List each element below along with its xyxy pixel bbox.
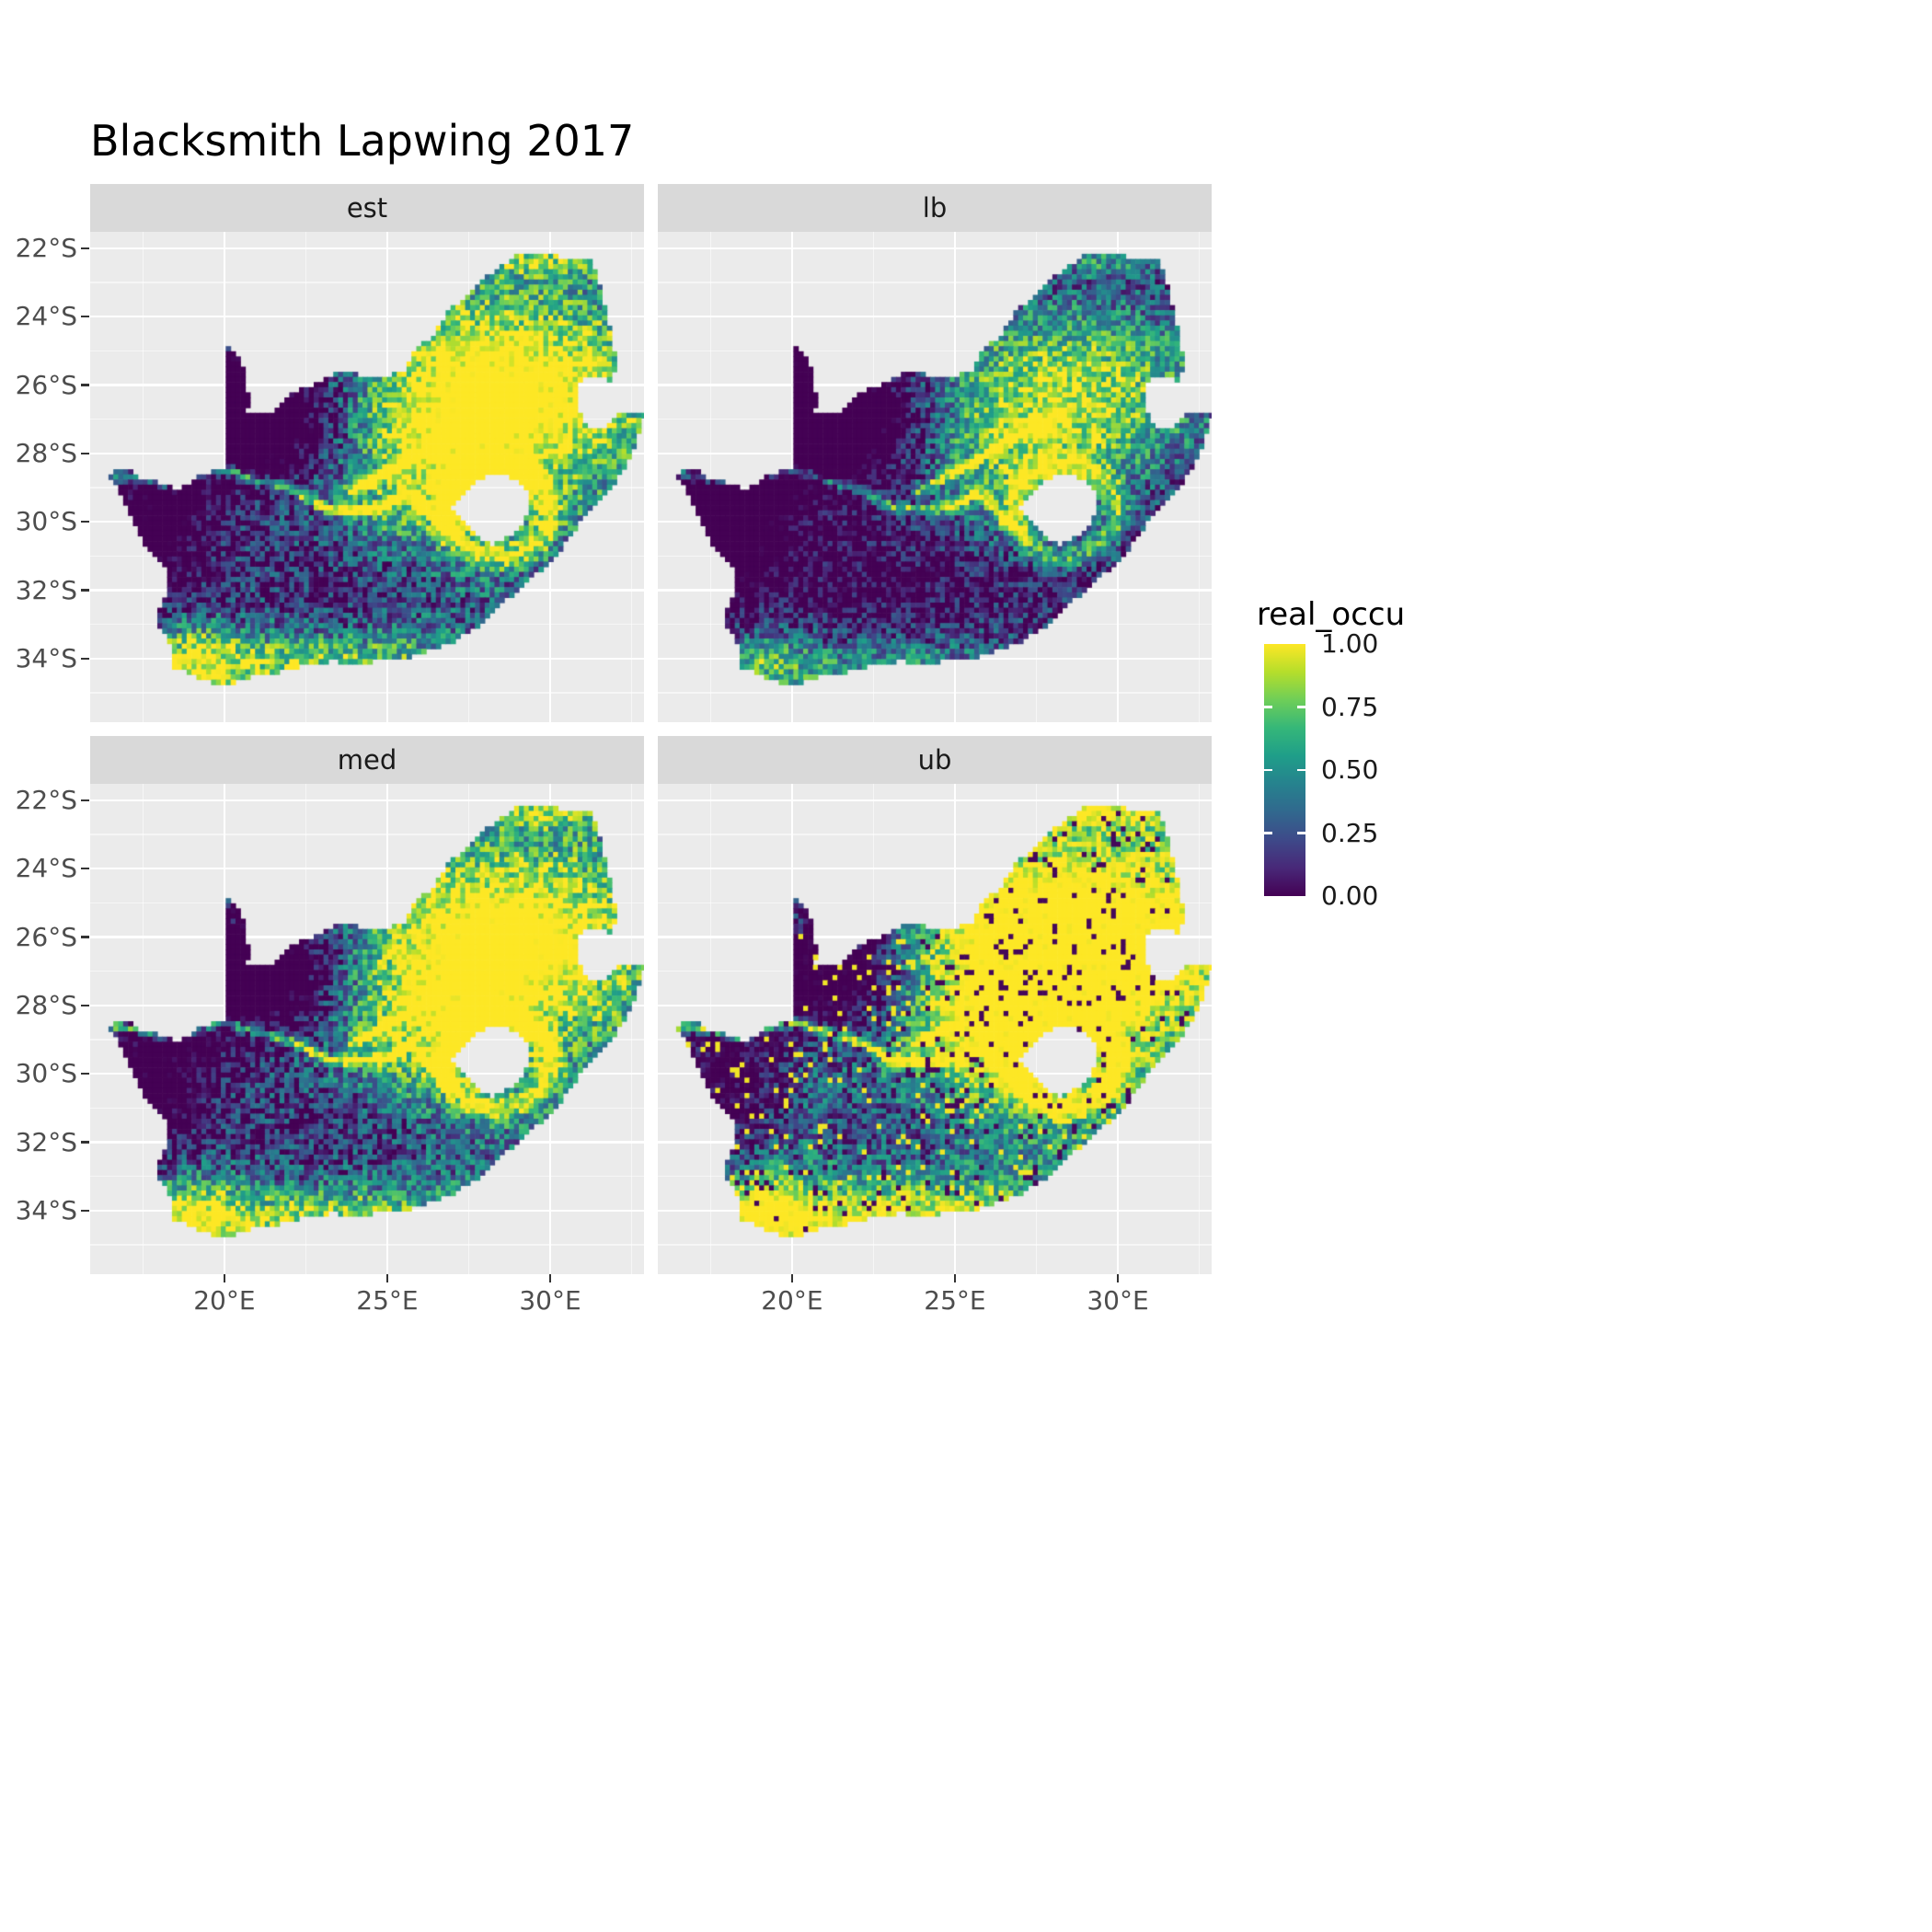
y-axis-tick-mark [81,452,89,454]
y-axis-tick-label: 34°S [15,642,77,673]
y-axis-tick-mark [81,1209,89,1212]
plot-title: Blacksmith Lapwing 2017 [90,116,635,166]
y-axis-tick-mark [81,589,89,592]
legend-tick-mark [1297,832,1305,834]
y-axis-tick-mark [81,936,89,938]
facet-strip-lb: lb [658,184,1212,232]
map-canvas-lb [658,232,1212,722]
legend-tick-mark [1264,706,1272,708]
y-axis-tick-mark [81,657,89,660]
y-axis-tick-label: 24°S [15,853,77,884]
map-canvas-ub [658,784,1212,1274]
y-axis-tick-label: 28°S [15,437,77,468]
y-axis-tick-mark [81,521,89,523]
legend-title: real_occu [1257,596,1406,633]
map-panel-lb [658,232,1212,722]
facet-strip-est: est [90,184,644,232]
x-axis-tick-mark [790,1274,793,1282]
facet-strip-ub: ub [658,736,1212,784]
legend-tick-mark [1264,768,1272,772]
x-axis-tick-label: 20°E [761,1285,823,1316]
y-axis-tick-label: 32°S [15,1126,77,1157]
legend-tick-mark [1297,706,1305,708]
y-axis-tick-mark [81,799,89,801]
y-axis-tick-mark [81,316,89,318]
y-axis-tick-mark [81,247,89,249]
facet-label-est: est [346,192,388,224]
facet-label-lb: lb [922,192,948,224]
legend-tick-label: 0.00 [1321,880,1379,911]
legend-tick-label: 1.00 [1321,628,1379,659]
legend-tick-label: 0.25 [1321,817,1379,848]
y-axis-tick-mark [81,1141,89,1144]
y-axis-tick-label: 26°S [15,921,77,952]
map-canvas-est [90,232,644,722]
x-axis-tick-mark [223,1274,225,1282]
map-panel-med [90,784,644,1274]
x-axis-tick-label: 30°E [519,1285,581,1316]
y-axis-tick-label: 24°S [15,301,77,332]
y-axis-tick-label: 22°S [15,784,77,815]
legend-tick-label: 0.50 [1321,754,1379,785]
y-axis-tick-mark [81,1073,89,1075]
map-panel-ub [658,784,1212,1274]
legend-tick-mark [1264,832,1272,834]
x-axis-tick-mark [953,1274,957,1282]
x-axis-tick-label: 20°E [193,1285,256,1316]
x-axis-tick-mark [548,1274,552,1282]
facet-label-ub: ub [917,744,952,776]
y-axis-tick-mark [81,384,89,386]
x-axis-tick-label: 30°E [1087,1285,1149,1316]
x-axis-tick-mark [1116,1274,1120,1282]
y-axis-tick-label: 34°S [15,1194,77,1225]
x-axis-tick-label: 25°E [924,1285,986,1316]
y-axis-tick-label: 22°S [15,232,77,263]
y-axis-tick-label: 28°S [15,989,77,1020]
y-axis-tick-label: 26°S [15,369,77,400]
map-panel-est [90,232,644,722]
y-axis-tick-mark [81,868,89,870]
x-axis-tick-label: 25°E [356,1285,419,1316]
y-axis-tick-label: 32°S [15,574,77,605]
y-axis-tick-label: 30°S [15,1058,77,1089]
facet-label-med: med [337,744,397,776]
legend-tick-mark [1297,768,1305,772]
y-axis-tick-mark [81,1004,89,1006]
y-axis-tick-label: 30°S [15,506,77,537]
x-axis-tick-mark [385,1274,389,1282]
map-canvas-med [90,784,644,1274]
legend-tick-label: 0.75 [1321,691,1379,722]
facet-strip-med: med [90,736,644,784]
